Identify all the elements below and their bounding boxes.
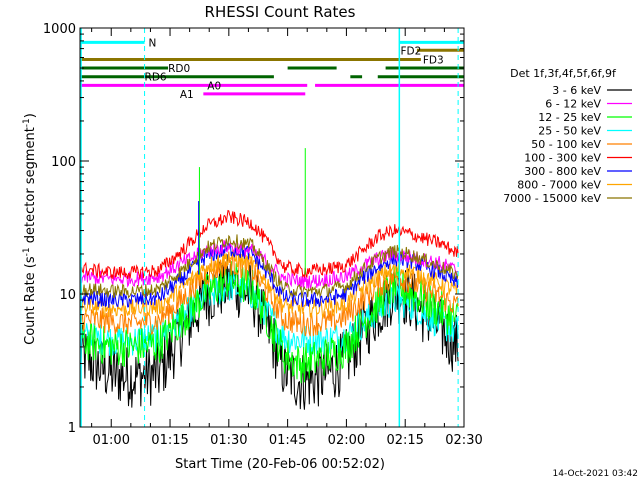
- x-tick-label-02-30: 02:30: [445, 433, 482, 448]
- legend-label-800-7000-kev: 800 - 7000 keV: [517, 179, 601, 192]
- legend-label-50-100-kev: 50 - 100 keV: [531, 138, 601, 151]
- x-axis-label: Start Time (20-Feb-06 00:52:02): [175, 457, 385, 472]
- series-line-100-300-kev: [79, 209, 459, 280]
- x-tick-label-02-15: 02:15: [386, 433, 423, 448]
- flag-label-a0: A0: [207, 80, 221, 92]
- series-line-7000-15000-kev: [79, 234, 459, 299]
- y-axis-label-end: ): [23, 113, 38, 118]
- flag-label-rd0: RD0: [168, 63, 190, 75]
- legend-label-25-50-kev: 25 - 50 keV: [538, 125, 601, 138]
- flag-label-n: N: [148, 37, 156, 49]
- flag-label-fd2: FD2: [401, 45, 422, 57]
- x-tick-label-01-45: 01:45: [269, 433, 306, 448]
- y-tick-label-10: 10: [59, 288, 76, 303]
- y-tick-label-1: 1: [68, 421, 76, 436]
- x-axis: 01:00 01:15 01:30 01:45 02:00 02:15 02:30: [91, 28, 483, 448]
- flag-label-a1: A1: [180, 89, 194, 101]
- y-axis-label-mid: detector segment: [23, 127, 38, 247]
- legend-label-6-12-kev: 6 - 12 keV: [545, 98, 601, 111]
- flag-label-rd6: RD6: [145, 72, 167, 84]
- legend-label-300-800-kev: 300 - 800 keV: [524, 165, 601, 178]
- legend-title: Det 1f,3f,4f,5f,6f,9f: [510, 67, 617, 80]
- plot-area: [79, 28, 459, 427]
- x-tick-label-02-00: 02:00: [328, 433, 365, 448]
- legend-label-100-300-kev: 100 - 300 keV: [524, 152, 601, 165]
- series-line-12-25-kev: [79, 261, 459, 384]
- y-axis-label: Count Rate (s-1 detector segment-1): [22, 113, 38, 345]
- y-axis: 1 10 100 1000: [43, 22, 464, 436]
- y-axis-label-main: Count Rate (s: [23, 256, 38, 345]
- x-tick-label-01-00: 01:00: [93, 433, 130, 448]
- y-tick-label-100: 100: [51, 155, 76, 170]
- x-tick-label-01-15: 01:15: [151, 433, 188, 448]
- y-axis-label-sup1: -1: [22, 247, 32, 256]
- legend-label-12-25-kev: 12 - 25 keV: [538, 111, 601, 124]
- flag-label-fd3: FD3: [423, 54, 444, 66]
- legend-label-7000-15000-kev: 7000 - 15000 keV: [503, 192, 601, 205]
- legend-label-3-6-kev: 3 - 6 keV: [552, 84, 601, 97]
- y-tick-label-1000: 1000: [43, 22, 76, 37]
- timestamp: 14-Oct-2021 03:42: [553, 469, 638, 479]
- x-tick-label-01-30: 01:30: [210, 433, 247, 448]
- plot-frame: [79, 27, 465, 428]
- chart-title: RHESSI Count Rates: [205, 3, 356, 21]
- y-axis-label-sup2: -1: [22, 118, 32, 127]
